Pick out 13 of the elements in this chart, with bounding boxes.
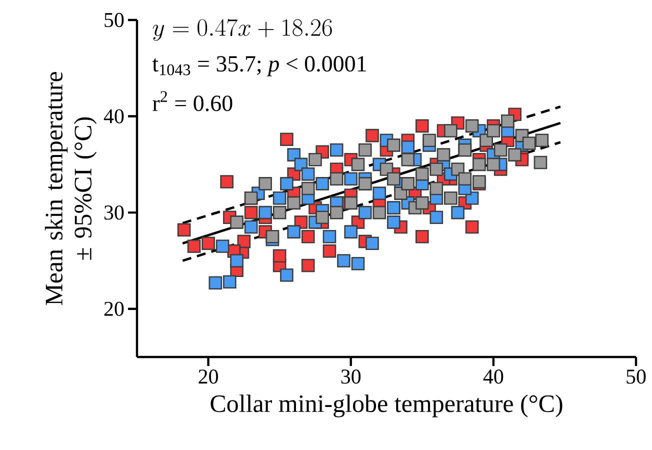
- y-axis-title: Mean skin temperature ± 95%CI (°C): [44, 72, 97, 306]
- y-tick-label: 40: [104, 109, 124, 124]
- x-tick-label: 20: [198, 370, 218, 384]
- x-tick-label: 50: [626, 370, 646, 384]
- y-tick-label: 30: [104, 205, 124, 220]
- x-tick-label: 40: [483, 370, 504, 384]
- y-tick-label: 50: [104, 12, 124, 28]
- y-tick-label: 20: [104, 302, 124, 316]
- x-tick-label: 30: [341, 370, 361, 384]
- x-axis-title: Collar mini-globe temperature (°C): [210, 394, 562, 418]
- annotation: t$_{1043}$ = 35.7; p < 0.0001: [152, 56, 366, 76]
- annotation: r$^{2}$ = 0.60: [152, 91, 232, 112]
- annotation: $y = 0.47x + 18.26$: [152, 18, 332, 41]
